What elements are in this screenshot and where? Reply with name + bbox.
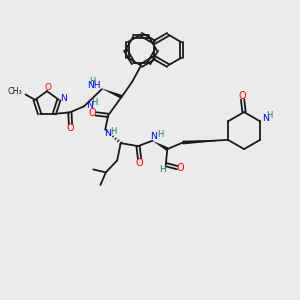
Text: O: O — [136, 158, 143, 167]
Polygon shape — [152, 141, 168, 151]
Text: N: N — [104, 129, 111, 138]
Text: NH: NH — [87, 81, 100, 90]
Text: O: O — [66, 123, 74, 133]
Text: O: O — [239, 91, 246, 101]
Text: H: H — [91, 98, 97, 107]
Text: H: H — [159, 165, 166, 174]
Text: O: O — [177, 163, 184, 172]
Polygon shape — [100, 88, 122, 99]
Text: N: N — [150, 132, 158, 141]
Text: N: N — [262, 114, 269, 123]
Text: N: N — [60, 94, 67, 103]
Text: H: H — [110, 127, 117, 136]
Polygon shape — [183, 140, 228, 145]
Text: H: H — [266, 112, 273, 121]
Text: H: H — [89, 77, 96, 86]
Text: O: O — [44, 83, 51, 92]
Text: N: N — [86, 101, 93, 110]
Text: CH₃: CH₃ — [8, 87, 22, 96]
Text: H: H — [157, 130, 163, 139]
Text: O: O — [89, 108, 97, 118]
